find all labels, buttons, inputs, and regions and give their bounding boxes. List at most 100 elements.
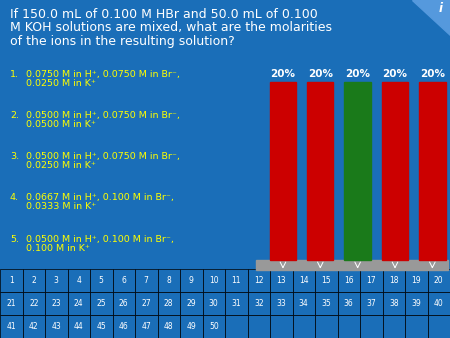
Text: 47: 47 (141, 322, 151, 331)
Text: 10: 10 (209, 276, 219, 285)
Text: 3.: 3. (10, 152, 19, 161)
Bar (225, 269, 248, 292)
Bar (225, 292, 248, 315)
Bar (112, 292, 135, 315)
Bar (180, 292, 202, 315)
Text: 20%: 20% (345, 69, 370, 79)
Bar (0, 269, 22, 292)
Bar (90, 315, 112, 338)
Bar (292, 315, 315, 338)
Bar (428, 292, 450, 315)
Bar (382, 82, 408, 260)
Text: of the ions in the resulting solution?: of the ions in the resulting solution? (10, 35, 235, 48)
Text: 3: 3 (54, 276, 58, 285)
Text: 37: 37 (366, 299, 376, 308)
Bar (135, 269, 158, 292)
Bar (428, 315, 450, 338)
Bar (90, 292, 112, 315)
Text: 48: 48 (164, 322, 174, 331)
Bar (270, 315, 292, 338)
Bar (292, 292, 315, 315)
Bar (292, 269, 315, 292)
Bar (382, 269, 405, 292)
Text: If 150.0 mL of 0.100 M HBr and 50.0 mL of 0.100: If 150.0 mL of 0.100 M HBr and 50.0 mL o… (10, 8, 318, 21)
Text: 20%: 20% (382, 69, 408, 79)
Bar (68, 315, 90, 338)
Bar (338, 315, 360, 338)
Text: 41: 41 (6, 322, 16, 331)
Bar (180, 269, 202, 292)
Bar (68, 292, 90, 315)
Bar (338, 292, 360, 315)
Text: 40: 40 (434, 299, 444, 308)
Text: 8: 8 (166, 276, 171, 285)
Bar (405, 292, 428, 315)
Text: 38: 38 (389, 299, 399, 308)
Text: M KOH solutions are mixed, what are the molarities: M KOH solutions are mixed, what are the … (10, 22, 332, 34)
Bar (382, 315, 405, 338)
Text: 0.0500 M in K⁺: 0.0500 M in K⁺ (26, 120, 96, 129)
Text: 50: 50 (209, 322, 219, 331)
Bar (270, 82, 296, 260)
Text: 32: 32 (254, 299, 264, 308)
Text: 2: 2 (32, 276, 36, 285)
Bar (68, 269, 90, 292)
Bar (180, 315, 202, 338)
Text: 0.0500 M in H⁺, 0.0750 M in Br⁻,: 0.0500 M in H⁺, 0.0750 M in Br⁻, (26, 111, 180, 120)
Text: 5: 5 (99, 276, 104, 285)
Text: i: i (439, 2, 443, 16)
Polygon shape (412, 0, 450, 35)
Text: 1: 1 (9, 276, 14, 285)
Bar (22, 315, 45, 338)
Bar (360, 269, 382, 292)
Text: 0.0500 M in H⁺, 0.0750 M in Br⁻,: 0.0500 M in H⁺, 0.0750 M in Br⁻, (26, 152, 180, 161)
Text: 29: 29 (186, 299, 196, 308)
Bar (270, 292, 292, 315)
Text: 20: 20 (434, 276, 444, 285)
Text: 39: 39 (411, 299, 421, 308)
Bar (248, 315, 270, 338)
Text: 11: 11 (231, 276, 241, 285)
Text: 4.: 4. (10, 193, 19, 202)
Text: 20%: 20% (270, 69, 296, 79)
Text: 24: 24 (74, 299, 84, 308)
Text: 12: 12 (254, 276, 264, 285)
Text: 30: 30 (209, 299, 219, 308)
Bar (345, 82, 371, 260)
Text: 0.100 M in K⁺: 0.100 M in K⁺ (26, 244, 90, 252)
Bar (22, 292, 45, 315)
Bar (0, 292, 22, 315)
Bar (202, 292, 225, 315)
Text: 35: 35 (321, 299, 331, 308)
Text: 13: 13 (276, 276, 286, 285)
Text: 31: 31 (231, 299, 241, 308)
Text: 0.0667 M in H⁺, 0.100 M in Br⁻,: 0.0667 M in H⁺, 0.100 M in Br⁻, (26, 193, 174, 202)
Bar (225, 315, 248, 338)
Text: 14: 14 (299, 276, 309, 285)
Text: 7: 7 (144, 276, 148, 285)
Bar (45, 292, 68, 315)
Bar (0, 315, 22, 338)
Bar (360, 292, 382, 315)
Text: 21: 21 (6, 299, 16, 308)
Bar (248, 269, 270, 292)
Text: 23: 23 (51, 299, 61, 308)
Bar (270, 269, 292, 292)
Bar (202, 315, 225, 338)
Bar (90, 269, 112, 292)
Text: 9: 9 (189, 276, 194, 285)
Text: 26: 26 (119, 299, 129, 308)
Text: 0.0333 M in K⁺: 0.0333 M in K⁺ (26, 202, 96, 211)
Text: 4: 4 (76, 276, 81, 285)
Text: 2.: 2. (10, 111, 19, 120)
Text: 17: 17 (366, 276, 376, 285)
Text: 20%: 20% (308, 69, 333, 79)
Text: 42: 42 (29, 322, 39, 331)
Bar (419, 82, 446, 260)
Text: 33: 33 (276, 299, 286, 308)
Text: 15: 15 (321, 276, 331, 285)
Text: 0.0250 M in K⁺: 0.0250 M in K⁺ (26, 79, 96, 88)
Bar (256, 260, 447, 270)
Text: 1.: 1. (10, 70, 19, 79)
Bar (158, 315, 180, 338)
